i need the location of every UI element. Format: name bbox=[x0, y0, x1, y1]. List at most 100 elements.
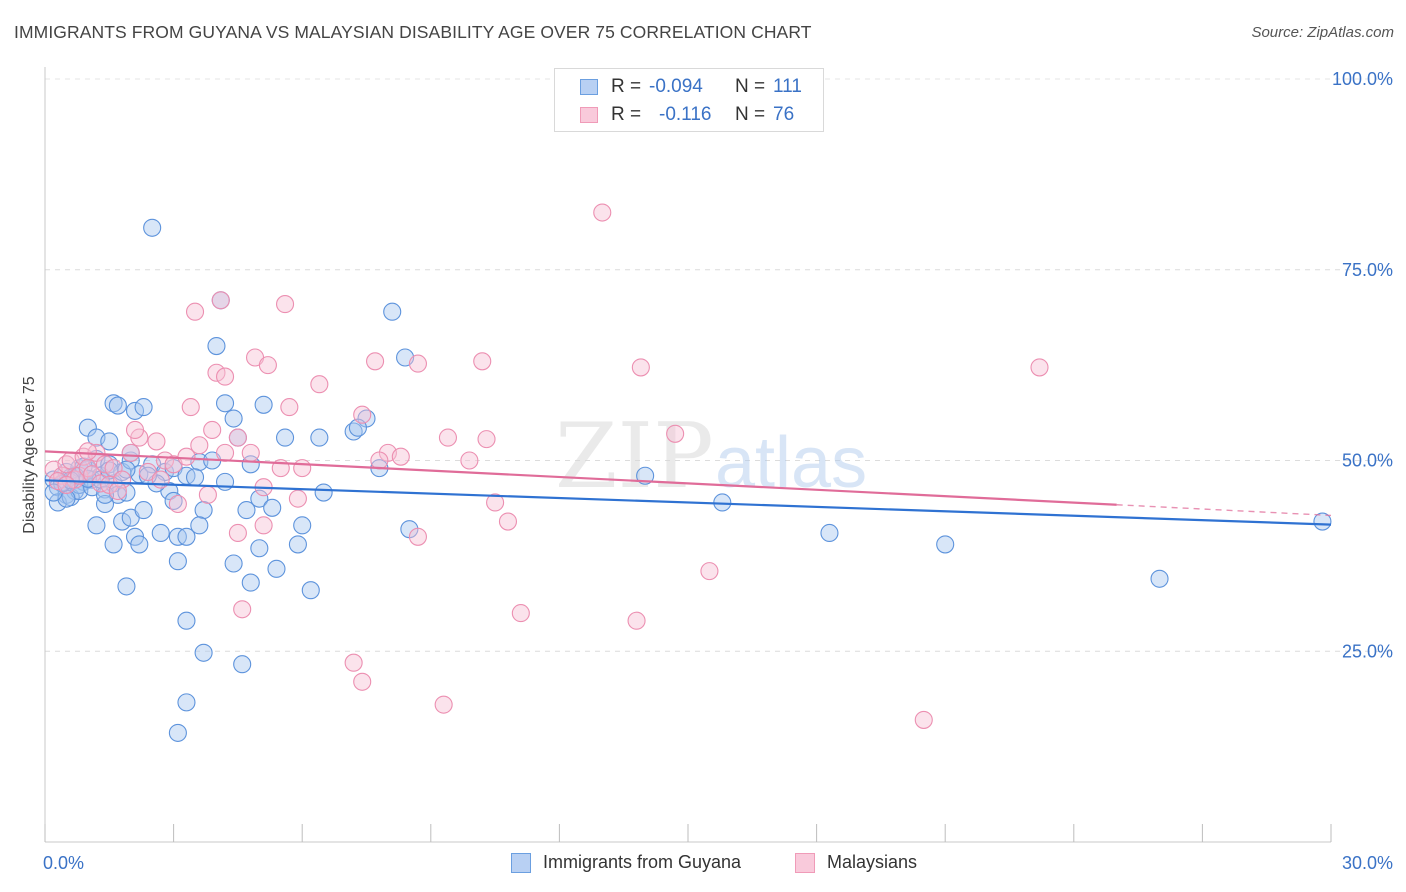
guyana-point bbox=[95, 494, 115, 514]
malaysian-point bbox=[276, 295, 295, 314]
guyana-point bbox=[134, 501, 153, 520]
guyana-point bbox=[177, 693, 196, 712]
guyana-point bbox=[250, 539, 269, 558]
guyana-point bbox=[185, 468, 205, 487]
guyana-point bbox=[194, 643, 213, 662]
y-tick-label: 100.0% bbox=[1332, 69, 1393, 89]
trend-line-malaysians-extension bbox=[1116, 504, 1332, 517]
guyana-point bbox=[113, 512, 132, 531]
guyana-point bbox=[250, 489, 269, 508]
legend-n-label: N = bbox=[735, 76, 766, 97]
malaysian-point bbox=[498, 512, 518, 531]
malaysian-point bbox=[700, 562, 719, 581]
malaysian-point bbox=[78, 442, 97, 461]
guyana-point bbox=[151, 523, 170, 543]
guyana-point bbox=[293, 516, 312, 535]
malaysian-point bbox=[121, 443, 140, 462]
watermark-atlas: atlas bbox=[715, 423, 867, 503]
guyana-point bbox=[288, 535, 307, 554]
legend-r-label: R = bbox=[611, 104, 642, 125]
guyana-point bbox=[263, 498, 282, 517]
malaysian-point bbox=[666, 424, 685, 443]
guyana-point bbox=[310, 428, 329, 447]
legend-n-label: N = bbox=[735, 104, 766, 125]
guyana-point bbox=[276, 428, 295, 447]
trend-lines bbox=[44, 450, 1332, 526]
malaysian-point bbox=[207, 363, 226, 382]
malaysian-point bbox=[511, 604, 530, 623]
legend-r-value: -0.116 bbox=[659, 104, 712, 125]
y-tick-label: 50.0% bbox=[1342, 451, 1393, 471]
malaysian-point bbox=[408, 527, 427, 546]
malaysian-point bbox=[95, 455, 115, 474]
malaysian-point bbox=[254, 516, 273, 535]
malaysian-point bbox=[370, 451, 389, 470]
guyana-point bbox=[104, 535, 123, 554]
y-axis-title: Disability Age Over 75 bbox=[21, 376, 38, 534]
trend-line-guyana bbox=[44, 479, 1332, 526]
malaysian-point bbox=[108, 481, 127, 501]
guyana-point bbox=[177, 527, 196, 546]
malaysian-point bbox=[198, 485, 217, 504]
guyana-point bbox=[936, 535, 955, 554]
guyana-point bbox=[383, 302, 402, 321]
guyana-point bbox=[237, 501, 256, 520]
guyana-point bbox=[215, 394, 235, 413]
malaysian-point bbox=[353, 672, 372, 691]
bottom-legend-swatch-guyana bbox=[511, 853, 531, 873]
stats-legend: R = -0.094 N = 111 R = -0.116 N = 76 bbox=[554, 68, 824, 132]
guyana-point bbox=[168, 552, 187, 571]
malaysian-point bbox=[203, 420, 222, 440]
malaysian-point bbox=[280, 398, 299, 417]
malaysian-point bbox=[211, 291, 230, 310]
legend-r-value: -0.094 bbox=[649, 76, 703, 97]
malaysian-point bbox=[438, 428, 457, 447]
malaysian-point bbox=[486, 493, 505, 512]
guyana-point bbox=[207, 336, 226, 356]
guyana-point bbox=[1150, 569, 1169, 588]
malaysian-point bbox=[181, 398, 200, 417]
malaysian-point bbox=[185, 302, 205, 321]
malaysian-point bbox=[408, 354, 427, 373]
malaysian-point bbox=[147, 432, 166, 451]
legend-swatch-malaysians bbox=[580, 107, 598, 123]
y-tick-label: 75.0% bbox=[1342, 260, 1393, 280]
malaysian-point bbox=[288, 489, 307, 508]
malaysian-point bbox=[293, 459, 312, 478]
malaysian-point bbox=[57, 475, 76, 494]
guyana-point bbox=[117, 577, 136, 596]
malaysian-point bbox=[434, 695, 453, 714]
gridlines bbox=[45, 78, 1395, 652]
chart-title: IMMIGRANTS FROM GUYANA VS MALAYSIAN DISA… bbox=[14, 22, 812, 42]
malaysian-point bbox=[631, 358, 650, 377]
guyana-point bbox=[241, 573, 260, 592]
legend-row-guyana: R = -0.094 N = 111 bbox=[555, 73, 823, 101]
x-tick-label: 30.0% bbox=[1342, 853, 1393, 873]
legend-n-value: 76 bbox=[773, 104, 795, 125]
legend-r-label: R = bbox=[611, 76, 642, 97]
guyana-point bbox=[190, 516, 209, 535]
legend-n-value: 111 bbox=[773, 76, 802, 97]
malaysian-point bbox=[460, 451, 479, 470]
malaysian-point bbox=[1030, 358, 1049, 377]
guyana-point bbox=[100, 432, 119, 451]
malaysian-point bbox=[366, 352, 385, 371]
guyana-point bbox=[130, 535, 149, 554]
bottom-legend-label-guyana: Immigrants from Guyana bbox=[543, 852, 742, 872]
bottom-legend-label-malaysians: Malaysians bbox=[827, 852, 918, 872]
guyana-point bbox=[125, 401, 145, 420]
guyana-point bbox=[87, 516, 106, 535]
guyana-point bbox=[301, 581, 320, 600]
guyana-point bbox=[1313, 512, 1332, 531]
trend-line-malaysians bbox=[44, 450, 1117, 506]
source-label: Source: ZipAtlas.com bbox=[1251, 24, 1394, 41]
malaysian-point bbox=[477, 430, 496, 449]
malaysian-point bbox=[627, 611, 646, 630]
malaysian-point bbox=[310, 375, 329, 394]
bottom-legend-swatch-malaysians bbox=[795, 853, 815, 873]
malaysian-point bbox=[258, 356, 277, 375]
watermark-zip: ZIP bbox=[555, 404, 714, 509]
malaysian-point bbox=[125, 420, 145, 440]
malaysian-point bbox=[353, 405, 372, 424]
guyana-point bbox=[254, 395, 273, 414]
